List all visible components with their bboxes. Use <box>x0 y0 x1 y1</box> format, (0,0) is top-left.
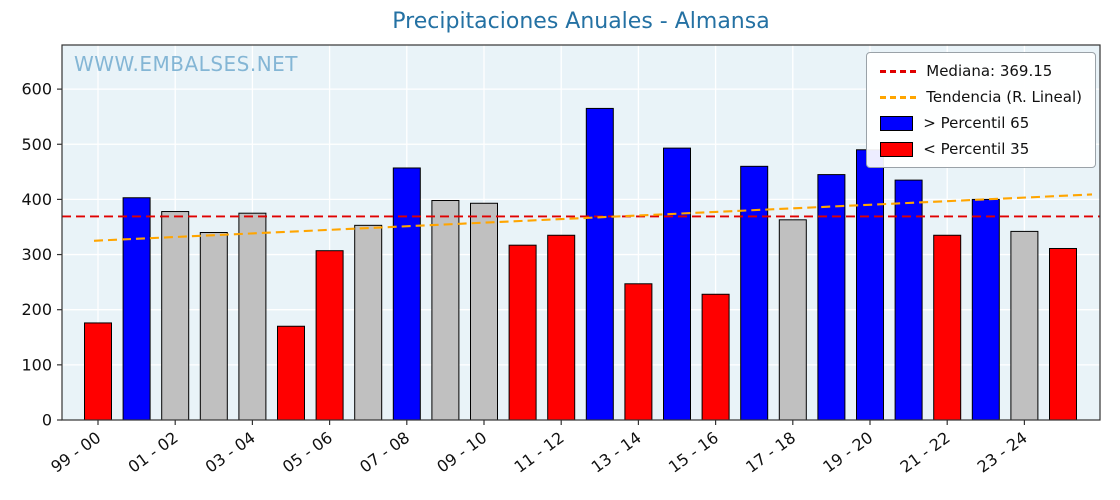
legend-label-below: < Percentil 35 <box>923 140 1030 158</box>
bar <box>315 250 344 421</box>
bar <box>856 149 884 421</box>
chart-title: Precipitaciones Anuales - Almansa <box>392 9 770 34</box>
x-tick-label: 21 - 22 <box>897 428 954 477</box>
bar <box>663 147 691 421</box>
y-tick-label: 300 <box>21 245 52 264</box>
x-tick-label: 15 - 16 <box>665 428 722 477</box>
bar <box>277 325 305 421</box>
legend: Mediana: 369.15 Tendencia (R. Lineal) > … <box>866 52 1096 168</box>
y-tick-label: 200 <box>21 300 52 319</box>
trend-dashed-line-swatch <box>880 95 917 99</box>
bar <box>199 232 228 421</box>
bar <box>161 211 190 421</box>
bar <box>84 322 112 421</box>
red-bar-swatch <box>880 141 914 157</box>
x-tick-label: 17 - 18 <box>742 428 799 477</box>
legend-item-median: Mediana: 369.15 <box>880 62 1082 80</box>
y-tick-label: 100 <box>21 355 52 374</box>
x-tick-label: 13 - 14 <box>588 428 645 477</box>
bar <box>238 212 267 421</box>
legend-label-above: > Percentil 65 <box>923 114 1030 132</box>
y-tick-label: 600 <box>21 80 52 99</box>
median-dashed-line-swatch <box>880 69 917 73</box>
legend-label-median: Mediana: 369.15 <box>926 62 1053 80</box>
bar <box>701 293 730 421</box>
bar <box>470 202 498 421</box>
bar <box>431 200 460 421</box>
y-tick-label: 400 <box>21 190 52 209</box>
bar <box>933 234 962 421</box>
bar <box>508 244 537 421</box>
legend-item-above-percentile: > Percentil 65 <box>880 114 1082 132</box>
x-tick-label: 99 - 00 <box>47 428 104 477</box>
bar <box>585 107 614 421</box>
x-tick-label: 05 - 06 <box>279 428 336 477</box>
bar <box>778 219 807 421</box>
blue-bar-swatch <box>880 115 914 131</box>
bar <box>1049 247 1077 421</box>
bar <box>894 179 923 421</box>
x-tick-label: 11 - 12 <box>511 428 568 477</box>
trend-line <box>93 193 1093 242</box>
bar <box>624 283 653 421</box>
legend-label-trend: Tendencia (R. Lineal) <box>926 88 1082 106</box>
bar <box>392 167 421 421</box>
y-tick-label: 500 <box>21 135 52 154</box>
legend-item-below-percentile: < Percentil 35 <box>880 140 1082 158</box>
x-tick-label: 23 - 24 <box>974 428 1031 477</box>
x-tick-label: 03 - 04 <box>202 428 259 477</box>
x-tick-label: 01 - 02 <box>125 428 182 477</box>
x-tick-label: 07 - 08 <box>356 428 413 477</box>
bar <box>740 165 769 421</box>
bar <box>971 198 1000 421</box>
plot-frame <box>61 44 1101 421</box>
x-tick-label: 09 - 10 <box>433 428 490 477</box>
y-tick-label: 0 <box>42 411 52 430</box>
legend-item-trend: Tendencia (R. Lineal) <box>880 88 1082 106</box>
bar <box>817 174 846 421</box>
bar <box>354 224 383 421</box>
x-tick-label: 19 - 20 <box>819 428 876 477</box>
watermark: WWW.EMBALSES.NET <box>74 52 299 76</box>
bar <box>1010 230 1039 421</box>
bar <box>547 234 576 421</box>
bar <box>122 197 151 421</box>
